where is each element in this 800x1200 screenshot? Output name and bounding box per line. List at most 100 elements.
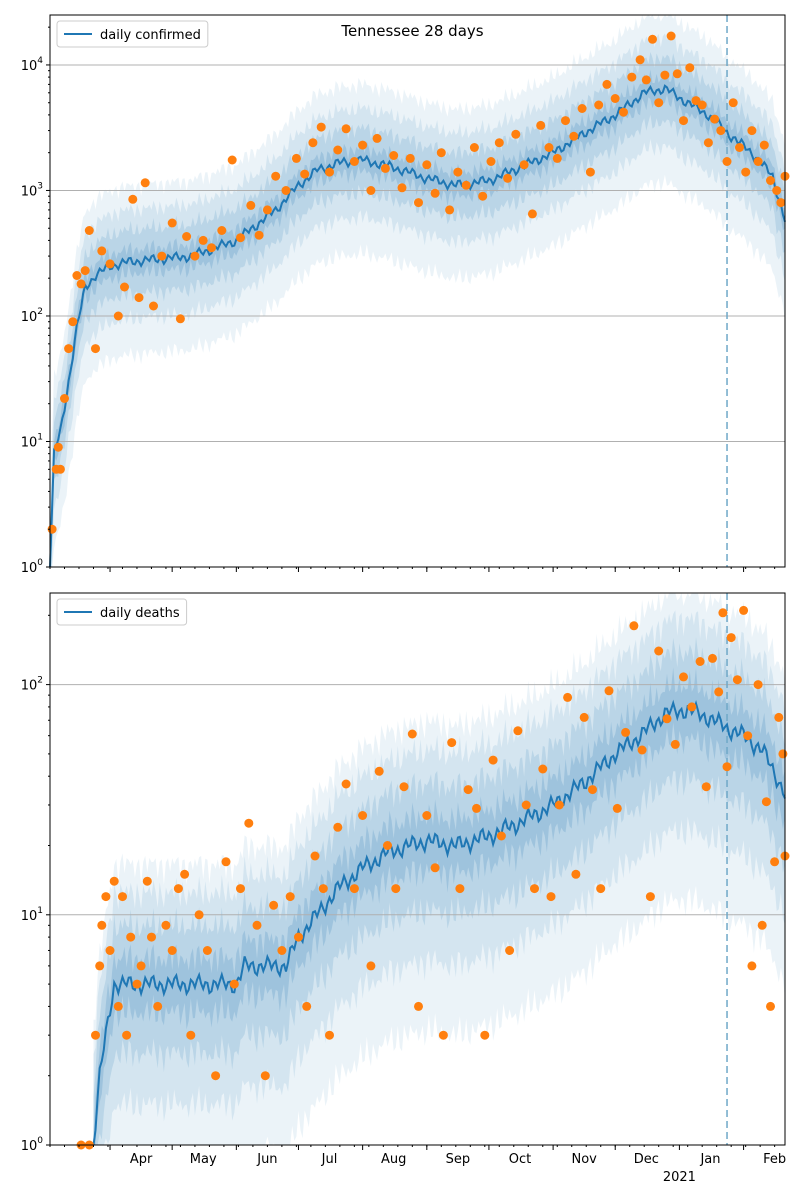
observed-point: [496, 831, 506, 841]
observed-point: [294, 932, 303, 942]
deaths-median-line: [92, 699, 786, 1146]
observed-point: [577, 104, 587, 113]
observed-point: [596, 884, 606, 894]
observed-point: [366, 961, 376, 971]
observed-point: [358, 140, 368, 150]
observed-point: [53, 442, 63, 452]
observed-point: [407, 729, 417, 739]
observed-point: [511, 129, 521, 139]
observed-point: [463, 785, 473, 795]
observed-point: [571, 869, 581, 879]
observed-point: [101, 892, 111, 902]
observed-point: [554, 800, 564, 810]
observed-point: [527, 209, 537, 219]
observed-point: [405, 153, 415, 163]
observed-point: [648, 34, 657, 44]
observed-point: [654, 98, 664, 108]
observed-point: [772, 186, 782, 195]
legend-label-daily-confirmed: daily confirmed: [100, 28, 201, 43]
observed-point: [563, 692, 573, 702]
confirmed-gridlines: [50, 64, 785, 442]
observed-point: [277, 946, 287, 955]
observed-point: [538, 764, 548, 774]
observed-point: [588, 785, 597, 795]
observed-point: [333, 145, 343, 155]
chart-title: Tennessee 28 days: [340, 22, 483, 40]
x-tick-label: Aug: [381, 1152, 406, 1167]
observed-point: [316, 122, 326, 132]
observed-point: [552, 153, 562, 163]
observed-point: [619, 107, 628, 117]
observed-point: [341, 124, 351, 134]
observed-point: [478, 191, 488, 201]
observed-point: [300, 169, 310, 179]
observed-point: [372, 133, 382, 143]
confirmed-median-line: [49, 84, 786, 568]
observed-point: [710, 114, 720, 124]
x-tick-label: Sep: [446, 1152, 471, 1167]
observed-point: [349, 884, 359, 894]
observed-point: [391, 884, 401, 894]
observed-point: [118, 892, 127, 902]
observed-point: [157, 251, 167, 261]
y-tick-label: 101: [21, 432, 43, 450]
observed-point: [722, 157, 732, 166]
observed-point: [503, 173, 513, 183]
observed-point: [113, 1001, 123, 1011]
observed-point: [302, 1001, 312, 1011]
observed-point: [641, 75, 651, 85]
observed-point: [662, 714, 672, 724]
observed-point: [397, 183, 407, 193]
observed-point: [602, 79, 612, 89]
y-tick-label: 104: [21, 56, 44, 74]
observed-point: [726, 633, 736, 643]
observed-point: [173, 884, 183, 894]
observed-point: [221, 857, 231, 867]
observed-point: [430, 188, 440, 198]
observed-point: [134, 293, 144, 303]
observed-point: [260, 1071, 270, 1081]
observed-point: [97, 920, 107, 930]
observed-point: [585, 167, 595, 177]
observed-point: [666, 31, 676, 41]
observed-point: [211, 1071, 221, 1081]
x-tick-label: Nov: [571, 1152, 597, 1167]
observed-point: [716, 126, 726, 136]
observed-point: [747, 961, 757, 971]
observed-point: [252, 920, 262, 930]
observed-point: [333, 822, 343, 832]
observed-point: [140, 178, 150, 188]
observed-point: [579, 712, 589, 722]
observed-point: [660, 70, 670, 80]
observed-point: [735, 143, 744, 152]
observed-point: [445, 205, 455, 215]
observed-point: [741, 167, 751, 177]
observed-point: [236, 233, 245, 243]
observed-point: [453, 167, 463, 177]
observed-point: [505, 946, 515, 955]
observed-point: [753, 680, 763, 690]
observed-point: [149, 301, 158, 311]
x-tick-label: Jan: [699, 1152, 720, 1167]
observed-point: [778, 749, 788, 759]
observed-point: [202, 946, 212, 955]
observed-point: [126, 932, 136, 942]
observed-point: [167, 946, 177, 955]
x-tick-label: Jul: [321, 1152, 338, 1167]
uncertainty-band: [50, 52, 785, 567]
observed-point: [285, 892, 295, 902]
observed-point: [455, 884, 465, 894]
observed-point: [262, 205, 272, 215]
y-tick-label: 100: [21, 558, 44, 576]
observed-point: [217, 226, 227, 235]
uncertainty-band: [50, 33, 785, 567]
observed-point: [308, 138, 318, 148]
observed-point: [105, 259, 115, 269]
observed-point: [695, 657, 705, 666]
observed-point: [325, 1030, 334, 1040]
observed-point: [153, 1001, 163, 1011]
observed-point: [637, 745, 647, 755]
observed-point: [714, 687, 724, 697]
observed-point: [414, 198, 423, 208]
observed-point: [358, 811, 368, 820]
